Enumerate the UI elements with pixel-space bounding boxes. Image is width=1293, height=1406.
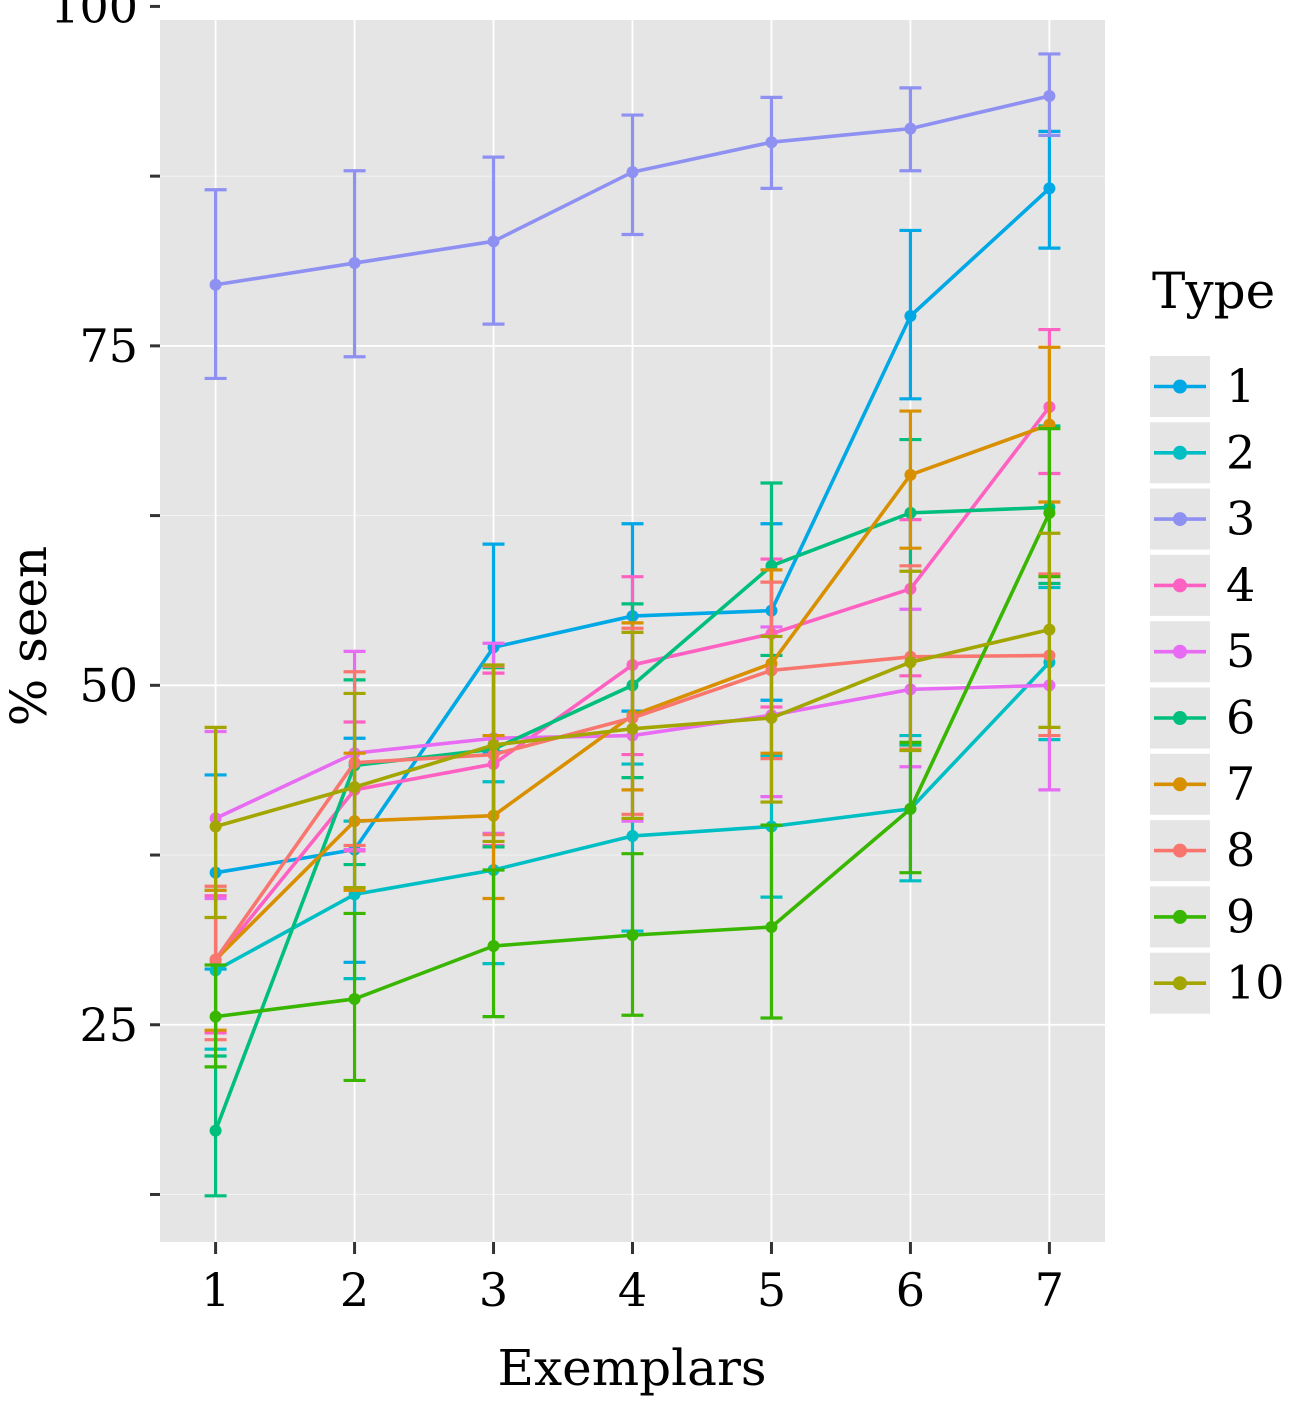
data-point — [209, 1124, 222, 1137]
legend-key-point — [1173, 843, 1187, 858]
y-axis-title: % seen — [0, 546, 58, 726]
legend-item-3: 3 — [1150, 488, 1255, 550]
legend-key-point — [1173, 379, 1187, 394]
y-tick-label: 50 — [79, 658, 138, 712]
legend-label: 10 — [1226, 956, 1285, 1010]
data-point — [765, 136, 778, 149]
data-point — [904, 309, 917, 322]
legend-item-7: 7 — [1150, 753, 1255, 815]
legend-key-point — [1173, 711, 1187, 725]
legend-key-point — [1173, 909, 1187, 924]
data-point — [487, 940, 500, 953]
data-point — [904, 468, 917, 481]
legend-item-1: 1 — [1150, 356, 1255, 417]
legend-item-5: 5 — [1150, 621, 1255, 683]
x-tick-label: 7 — [1035, 1263, 1064, 1317]
data-point — [209, 278, 222, 291]
legend-item-6: 6 — [1150, 687, 1255, 749]
legend-title: Type — [1152, 262, 1275, 320]
data-point — [1043, 506, 1056, 519]
legend-label: 6 — [1226, 691, 1255, 745]
data-point — [626, 830, 639, 843]
data-point — [348, 992, 361, 1005]
data-point — [904, 802, 917, 815]
legend-item-9: 9 — [1150, 886, 1255, 948]
legend-label: 2 — [1226, 425, 1255, 479]
data-point — [765, 711, 778, 724]
data-point — [348, 257, 361, 270]
legend-label: 7 — [1226, 757, 1255, 811]
data-point — [626, 929, 639, 942]
series-3 — [204, 52, 1061, 381]
axes: 25 50 75 100 1 2 3 4 5 6 7 — [50, 0, 1064, 1317]
data-point — [348, 781, 361, 794]
legend-key-point — [1173, 445, 1187, 460]
data-point — [1043, 90, 1056, 103]
legend-key-point — [1173, 578, 1187, 593]
legend-item-2: 2 — [1150, 422, 1255, 484]
series-layer — [204, 52, 1061, 1198]
data-point — [626, 166, 639, 179]
data-point — [487, 235, 500, 248]
data-point — [209, 953, 222, 966]
data-point — [209, 1010, 222, 1023]
y-tick-label: 100 — [50, 0, 138, 33]
data-point — [765, 920, 778, 933]
x-axis-title: Exemplars — [497, 1339, 766, 1397]
data-point — [1043, 182, 1056, 195]
legend-label: 9 — [1226, 889, 1255, 943]
legend-label: 1 — [1226, 359, 1255, 413]
legend-item-10: 10 — [1150, 952, 1285, 1014]
x-tick-label: 1 — [201, 1263, 230, 1317]
legend-key-point — [1173, 976, 1187, 991]
legend-label: 5 — [1226, 624, 1255, 678]
legend-item-4: 4 — [1150, 554, 1255, 616]
data-point — [904, 122, 917, 135]
legend-key-point — [1173, 777, 1187, 792]
data-point — [1043, 623, 1056, 636]
legend-key-point — [1173, 512, 1187, 527]
x-tick-label: 6 — [896, 1263, 925, 1317]
legend: Type 1 2 3 4 5 6 7 8 9 10 — [1150, 262, 1285, 1014]
x-tick-label: 4 — [618, 1263, 647, 1317]
legend-label: 3 — [1226, 492, 1255, 546]
legend-label: 4 — [1226, 558, 1255, 612]
x-tick-label: 3 — [479, 1263, 508, 1317]
data-point — [626, 722, 639, 735]
x-tick-label: 2 — [340, 1263, 369, 1317]
y-tick-label: 75 — [79, 319, 138, 373]
legend-key-point — [1173, 644, 1187, 659]
x-tick-label: 5 — [757, 1263, 786, 1317]
y-tick-label: 25 — [79, 998, 138, 1052]
series-10 — [204, 531, 1061, 920]
legend-label: 8 — [1226, 823, 1255, 877]
data-point — [904, 656, 917, 669]
data-point — [209, 820, 222, 833]
legend-item-8: 8 — [1150, 820, 1255, 882]
data-point — [487, 739, 500, 752]
